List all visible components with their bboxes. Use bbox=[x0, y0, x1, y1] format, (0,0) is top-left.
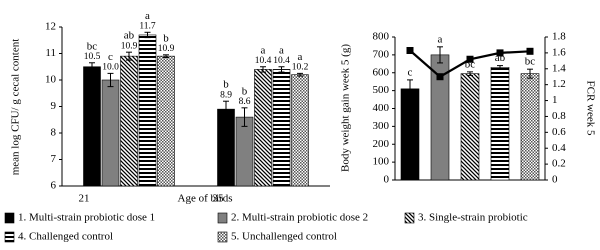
significance-letter: ab bbox=[495, 52, 506, 64]
bar bbox=[254, 69, 272, 187]
y2-tick-label: 1.2 bbox=[552, 78, 566, 90]
y2-axis-title: FCR week 5 bbox=[584, 81, 596, 137]
y2-tick-label: 1.4 bbox=[552, 62, 566, 74]
value-label: 10.9 bbox=[121, 41, 138, 51]
y2-tick-label: 0 bbox=[552, 174, 558, 186]
legend-label: 3. Single-strain probiotic bbox=[418, 212, 528, 224]
bar bbox=[235, 116, 254, 187]
bar bbox=[400, 88, 420, 181]
y2-tick-label: 0.6 bbox=[552, 126, 566, 138]
significance-letter: a bbox=[145, 10, 150, 22]
value-label: 10.4 bbox=[273, 56, 290, 66]
significance-letter: c bbox=[108, 51, 113, 63]
y-tick-label: 6 bbox=[51, 180, 57, 192]
y2-tick-label: 0.2 bbox=[552, 158, 566, 170]
significance-letter: a bbox=[298, 51, 303, 63]
y-tick-label: 100 bbox=[373, 156, 390, 168]
legend-swatch bbox=[217, 231, 228, 243]
bar bbox=[138, 34, 157, 187]
y2-tick-label: 0.4 bbox=[552, 142, 566, 154]
legend-swatch bbox=[404, 212, 415, 224]
legend-swatch bbox=[217, 212, 228, 224]
y-tick-label: 700 bbox=[373, 48, 390, 60]
bar bbox=[157, 55, 175, 187]
bar bbox=[460, 73, 480, 181]
value-label: 10.2 bbox=[292, 63, 309, 73]
y-tick-label: 10 bbox=[45, 74, 57, 86]
y2-tick-label: 1.6 bbox=[552, 46, 566, 58]
value-label: 10.0 bbox=[102, 63, 119, 73]
legend-label: 2. Multi-strain probiotic dose 2 bbox=[231, 212, 368, 224]
legend-label: 5. Unchallenged control bbox=[231, 231, 337, 243]
value-label: 8.9 bbox=[220, 90, 232, 100]
y-tick-label: 12 bbox=[45, 21, 56, 33]
bar bbox=[520, 73, 540, 181]
y2-tick-label: 1.8 bbox=[552, 31, 566, 43]
significance-letter: ab bbox=[124, 30, 135, 42]
y2-tick-label: 0.8 bbox=[552, 110, 566, 122]
fcr-marker bbox=[466, 55, 474, 63]
y-tick-label: 0 bbox=[384, 174, 390, 186]
x-axis-title: Age of birds bbox=[178, 193, 233, 205]
bar bbox=[101, 79, 120, 187]
value-label: 10.4 bbox=[255, 56, 272, 66]
y-tick-label: 600 bbox=[373, 66, 390, 78]
legend-swatch bbox=[4, 231, 15, 243]
fcr-marker bbox=[526, 47, 534, 55]
significance-letter: bc bbox=[525, 56, 536, 68]
y-tick-label: 11 bbox=[45, 47, 56, 59]
y-tick-label: 500 bbox=[373, 84, 390, 96]
value-label: 10.5 bbox=[84, 52, 101, 62]
y-tick-label: 200 bbox=[373, 138, 390, 150]
y-axis-title: Body weight gain week 5 (g) bbox=[340, 44, 352, 172]
legend-label: 4. Challenged control bbox=[18, 231, 113, 243]
y-tick-label: 300 bbox=[373, 120, 390, 132]
bar bbox=[120, 55, 138, 187]
legend-label: 1. Multi-strain probiotic dose 1 bbox=[18, 212, 155, 224]
value-label: 10.9 bbox=[158, 44, 175, 54]
y2-tick-label: 1 bbox=[552, 94, 558, 106]
y-axis-title: mean log CFU/ g cecal content bbox=[10, 39, 22, 176]
y-tick-label: 8 bbox=[51, 127, 57, 139]
significance-letter: a bbox=[438, 33, 443, 45]
x-tick-label: 21 bbox=[79, 193, 90, 205]
significance-letter: c bbox=[408, 66, 413, 78]
fcr-marker bbox=[436, 73, 444, 81]
significance-letter: a bbox=[279, 44, 284, 56]
bar bbox=[217, 108, 235, 187]
legend-swatch bbox=[4, 212, 15, 224]
significance-letter: bc bbox=[465, 58, 476, 70]
value-label: 8.6 bbox=[239, 97, 251, 107]
significance-letter: b bbox=[163, 32, 169, 44]
fcr-marker bbox=[406, 47, 414, 55]
y-tick-label: 400 bbox=[373, 102, 390, 114]
y-tick-label: 7 bbox=[51, 153, 57, 165]
bar bbox=[291, 74, 309, 187]
bar bbox=[490, 67, 510, 181]
significance-letter: a bbox=[261, 44, 266, 56]
significance-letter: b bbox=[223, 79, 229, 91]
significance-letter: bc bbox=[87, 40, 98, 52]
fcr-marker bbox=[496, 49, 504, 57]
y-tick-label: 9 bbox=[51, 100, 57, 112]
significance-letter: b bbox=[242, 85, 248, 97]
bar bbox=[272, 69, 291, 187]
x-tick-label: 35 bbox=[213, 193, 225, 205]
value-label: 11.7 bbox=[139, 21, 156, 31]
y-tick-label: 800 bbox=[373, 31, 390, 43]
bar bbox=[83, 66, 101, 187]
